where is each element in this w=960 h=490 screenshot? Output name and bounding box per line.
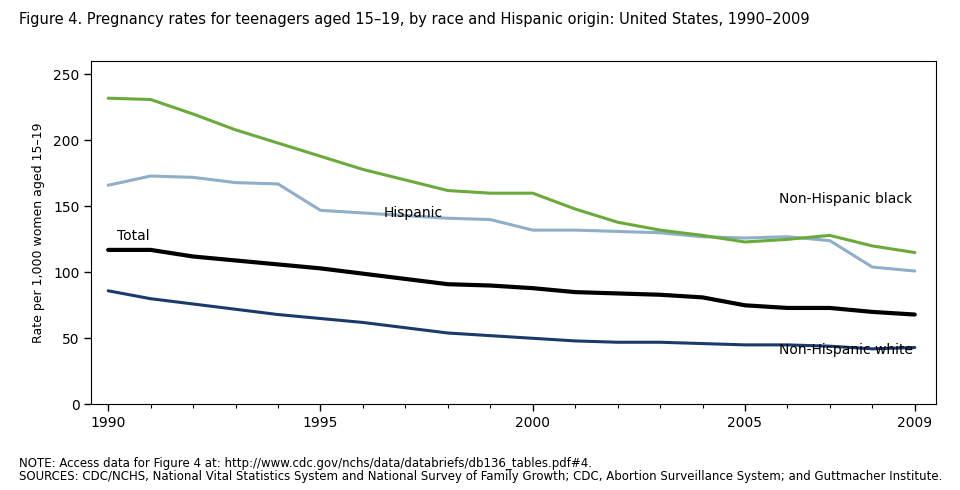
Y-axis label: Rate per 1,000 women aged 15–19: Rate per 1,000 women aged 15–19 [32,122,45,343]
Text: Hispanic: Hispanic [384,206,444,220]
Text: NOTE: Access data for Figure 4 at: http://www.cdc.gov/nchs/data/databriefs/db136: NOTE: Access data for Figure 4 at: http:… [19,457,592,470]
Text: Non-Hispanic black: Non-Hispanic black [779,193,912,206]
Text: Non-Hispanic white: Non-Hispanic white [779,343,913,357]
Text: Figure 4. Pregnancy rates for teenagers aged 15–19, by race and Hispanic origin:: Figure 4. Pregnancy rates for teenagers … [19,12,810,27]
Text: Total: Total [117,229,150,244]
Text: SOURCES: CDC/NCHS, National Vital Statistics System and National Survey of Famil: SOURCES: CDC/NCHS, National Vital Statis… [19,470,943,484]
